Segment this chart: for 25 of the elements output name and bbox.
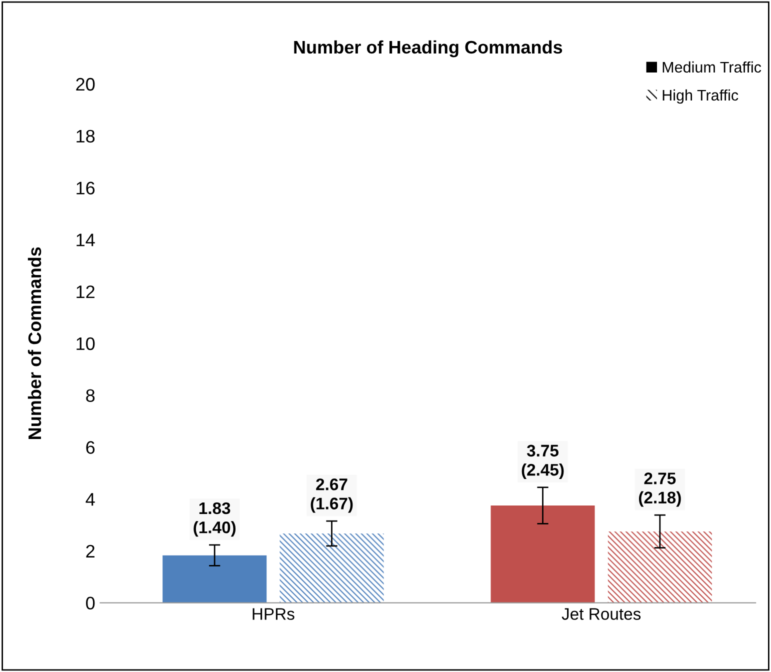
data-label: 3.75 (2.45) — [522, 444, 564, 480]
y-tick-label: 4 — [86, 493, 95, 506]
y-axis-title: Number of Commands — [28, 247, 42, 439]
data-label: 2.75 (2.18) — [638, 472, 681, 507]
bar — [280, 534, 384, 603]
data-label: 2.67 (1.67) — [310, 478, 353, 513]
y-tick-label: 0 — [86, 596, 95, 610]
x-tick-label: Jet Routes — [562, 608, 641, 620]
y-tick-label: 6 — [86, 441, 95, 454]
y-tick-label: 20 — [76, 78, 95, 91]
text: High Traffic — [662, 89, 738, 104]
y-tick-label: 10 — [76, 337, 95, 350]
y-tick-label: 16 — [76, 182, 95, 194]
y-tick-label: 2 — [86, 544, 94, 558]
y-tick-label: 12 — [76, 285, 94, 298]
data-label: 1.83 (1.40) — [194, 502, 236, 537]
bar — [490, 506, 595, 603]
y-tick-label: 18 — [76, 130, 95, 143]
text: Medium Traffic — [662, 61, 762, 73]
y-tick-label: 8 — [86, 389, 95, 402]
y-tick-label: 14 — [76, 234, 95, 246]
chart-title: Number of Heading Commands — [294, 40, 562, 58]
x-tick-label: HPRs — [252, 608, 294, 620]
bar — [162, 555, 267, 603]
bar — [608, 531, 712, 603]
